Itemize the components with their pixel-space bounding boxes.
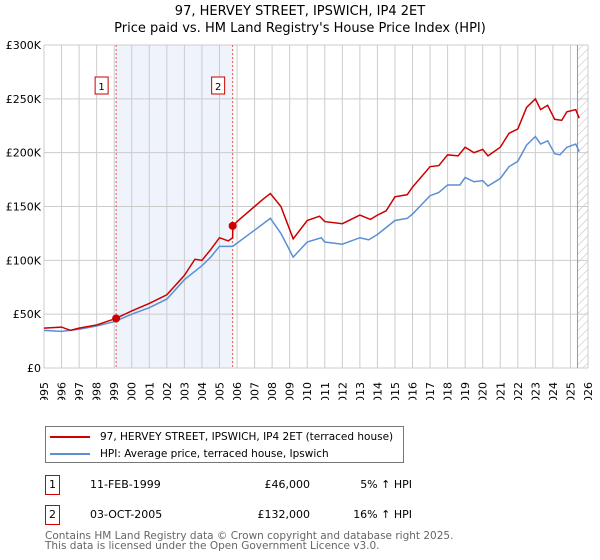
property-price-line bbox=[43, 97, 580, 332]
x-tick-label: 1999 bbox=[108, 382, 121, 400]
hpi-line bbox=[43, 135, 580, 333]
x-tick-label: 2014 bbox=[371, 382, 384, 400]
x-tick-label: 2019 bbox=[459, 382, 472, 400]
y-tick-label: £250K bbox=[6, 93, 42, 106]
legend-hpi-line bbox=[50, 453, 90, 455]
chart-title: 97, HERVEY STREET, IPSWICH, IP4 2ET bbox=[174, 4, 426, 19]
transaction-marker: 2 bbox=[45, 505, 60, 525]
x-tick-label: 2021 bbox=[494, 382, 507, 400]
sale-label: 2 bbox=[215, 82, 221, 93]
x-tick-label: 2000 bbox=[126, 382, 139, 400]
legend: 97, HERVEY STREET, IPSWICH, IP4 2ET (ter… bbox=[45, 426, 404, 463]
y-tick-label: £0 bbox=[27, 362, 41, 375]
transaction-row: 1 11-FEB-1999 £46,000 5% ↑ HPI bbox=[45, 475, 445, 495]
x-tick-label: 1996 bbox=[56, 382, 69, 400]
transaction-date: 03-OCT-2005 bbox=[90, 508, 163, 521]
transaction-row: 2 03-OCT-2005 £132,000 16% ↑ HPI bbox=[45, 505, 445, 525]
y-tick-label: £300K bbox=[6, 39, 42, 52]
transaction-date: 11-FEB-1999 bbox=[90, 478, 161, 491]
x-tick-label: 2023 bbox=[529, 382, 542, 400]
x-tick-label: 2017 bbox=[424, 382, 437, 400]
x-tick-label: 2016 bbox=[407, 382, 420, 400]
x-tick-label: 2004 bbox=[196, 382, 209, 400]
transaction-price: £132,000 bbox=[257, 508, 311, 521]
x-tick-label: 2002 bbox=[161, 382, 174, 400]
x-tick-label: 2011 bbox=[319, 382, 332, 400]
sale-point bbox=[228, 221, 237, 230]
sale-label-box bbox=[94, 76, 109, 95]
footer-copyright: Contains HM Land Registry data © Crown c… bbox=[45, 530, 454, 542]
legend-property-label: 97, HERVEY STREET, IPSWICH, IP4 2ET (ter… bbox=[100, 431, 394, 443]
sale-point bbox=[112, 314, 121, 323]
y-tick-label: £100K bbox=[6, 254, 42, 267]
x-tick-label: 2025 bbox=[564, 382, 577, 400]
transaction-price: £46,000 bbox=[264, 478, 311, 491]
x-tick-label: 2020 bbox=[477, 382, 490, 400]
x-tick-label: 1997 bbox=[73, 382, 86, 400]
sale-label: 1 bbox=[98, 82, 104, 93]
chart-subtitle: Price paid vs. HM Land Registry's House … bbox=[114, 21, 486, 36]
x-tick-label: 2015 bbox=[389, 382, 402, 400]
x-tick-label: 2013 bbox=[354, 382, 367, 400]
x-tick-label: 2006 bbox=[231, 382, 244, 400]
y-tick-label: £200K bbox=[6, 147, 42, 160]
legend-property-line bbox=[50, 436, 90, 438]
x-tick-label: 2008 bbox=[266, 382, 279, 400]
x-tick-label: 2012 bbox=[336, 382, 349, 400]
footer: Contains HM Land Registry data © Crown c… bbox=[45, 530, 454, 552]
x-tick-label: 2026 bbox=[582, 382, 595, 400]
price-chart: 1995 1996 1997 1998 1999 2000 2001 2002 2003 2004… bbox=[6, 39, 595, 400]
x-tick-label: 2001 bbox=[143, 382, 156, 400]
x-tick-label: 2022 bbox=[512, 382, 525, 400]
y-tick-label: £50K bbox=[13, 308, 42, 321]
x-tick-label: 2010 bbox=[301, 382, 314, 400]
x-tick-label: 2024 bbox=[547, 382, 560, 400]
y-tick-label: £150K bbox=[6, 201, 42, 214]
x-tick-label: 2007 bbox=[249, 382, 262, 400]
x-tick-label: 1998 bbox=[91, 382, 104, 400]
x-tick-label: 2009 bbox=[284, 382, 297, 400]
legend-hpi-label: HPI: Average price, terraced house, Ipsw… bbox=[100, 448, 329, 460]
x-tick-label: 2003 bbox=[178, 382, 191, 400]
x-tick-label: 1995 bbox=[38, 382, 51, 400]
sale-label-box bbox=[211, 76, 226, 95]
footer-license: This data is licensed under the Open Gov… bbox=[45, 540, 380, 552]
transaction-hpi: 5% ↑ HPI bbox=[360, 478, 412, 491]
x-tick-label: 2018 bbox=[442, 382, 455, 400]
transaction-hpi: 16% ↑ HPI bbox=[353, 508, 412, 521]
transaction-marker: 1 bbox=[45, 475, 60, 495]
x-tick-label: 2005 bbox=[213, 382, 226, 400]
